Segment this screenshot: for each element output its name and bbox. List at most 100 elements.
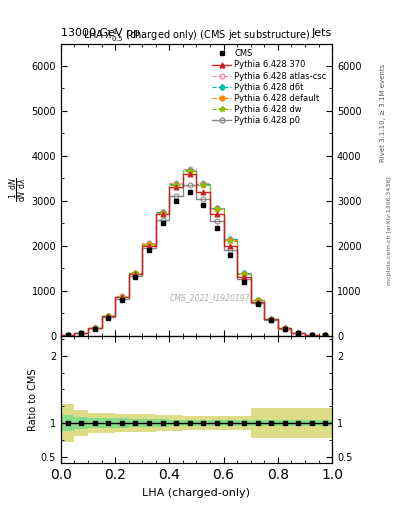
Pythia 6.428 d6t	[221, 237, 226, 243]
Pythia 6.428 370	[113, 294, 118, 301]
Pythia 6.428 default	[126, 270, 131, 276]
Pythia 6.428 d6t	[248, 297, 253, 303]
Pythia 6.428 dw	[303, 332, 307, 338]
Legend: CMS, Pythia 6.428 370, Pythia 6.428 atlas-csc, Pythia 6.428 d6t, Pythia 6.428 de: CMS, Pythia 6.428 370, Pythia 6.428 atla…	[211, 48, 328, 126]
Bar	[210, 420, 224, 426]
Bar	[129, 414, 142, 432]
Bar	[305, 408, 318, 438]
Bar	[292, 420, 305, 426]
Pythia 6.428 dw	[86, 325, 90, 331]
Pythia 6.428 p0	[221, 247, 226, 253]
Pythia 6.428 default	[113, 294, 118, 300]
Bar	[75, 417, 88, 429]
Bar	[237, 420, 251, 426]
Pythia 6.428 dw	[316, 332, 321, 338]
Pythia 6.428 atlas-csc	[113, 293, 118, 300]
Bar	[75, 410, 88, 436]
Pythia 6.428 p0	[289, 330, 294, 336]
Bar	[115, 414, 129, 433]
Pythia 6.428 p0	[262, 317, 266, 323]
Pythia 6.428 dw	[262, 316, 266, 322]
Pythia 6.428 default	[194, 182, 199, 188]
CMS	[65, 332, 70, 338]
Pythia 6.428 atlas-csc	[303, 331, 307, 337]
Pythia 6.428 p0	[303, 332, 307, 338]
Pythia 6.428 p0	[86, 326, 90, 332]
Pythia 6.428 default	[221, 237, 226, 243]
Pythia 6.428 atlas-csc	[235, 270, 239, 276]
Pythia 6.428 370	[262, 316, 266, 323]
Pythia 6.428 atlas-csc	[316, 332, 321, 338]
Pythia 6.428 dw	[140, 242, 145, 248]
Line: Pythia 6.428 p0: Pythia 6.428 p0	[61, 185, 318, 335]
Bar	[278, 420, 292, 426]
Pythia 6.428 370	[126, 270, 131, 276]
Bar	[318, 420, 332, 426]
Pythia 6.428 dw	[289, 330, 294, 336]
Pythia 6.428 atlas-csc	[99, 313, 104, 319]
Text: Jets: Jets	[312, 28, 332, 38]
CMS	[119, 296, 124, 303]
Pythia 6.428 atlas-csc	[221, 236, 226, 242]
Pythia 6.428 p0	[181, 182, 185, 188]
CMS	[133, 274, 138, 280]
Pythia 6.428 d6t	[235, 270, 239, 276]
Pythia 6.428 p0	[235, 276, 239, 283]
CMS	[92, 326, 97, 332]
Line: CMS: CMS	[65, 189, 328, 338]
Pythia 6.428 p0	[153, 217, 158, 223]
Pythia 6.428 370	[248, 299, 253, 305]
Bar	[251, 420, 264, 426]
Pythia 6.428 p0	[248, 300, 253, 306]
Pythia 6.428 370	[181, 171, 185, 177]
Pythia 6.428 dw	[248, 297, 253, 303]
Pythia 6.428 370	[303, 332, 307, 338]
Pythia 6.428 d6t	[316, 332, 321, 338]
CMS	[269, 317, 274, 323]
Bar	[88, 418, 101, 428]
CMS	[228, 251, 233, 258]
CMS	[201, 202, 206, 208]
CMS	[296, 330, 301, 336]
Pythia 6.428 dw	[194, 182, 199, 188]
Pythia 6.428 d6t	[72, 330, 77, 336]
Pythia 6.428 p0	[72, 330, 77, 336]
Bar	[237, 416, 251, 430]
Bar	[101, 413, 115, 433]
Pythia 6.428 dw	[126, 270, 131, 276]
Pythia 6.428 atlas-csc	[59, 332, 63, 338]
Bar	[224, 420, 237, 426]
Pythia 6.428 atlas-csc	[126, 270, 131, 276]
Pythia 6.428 p0	[194, 196, 199, 202]
Bar	[318, 408, 332, 438]
Text: mcplots.cern.ch [arXiv:1306.3436]: mcplots.cern.ch [arXiv:1306.3436]	[387, 176, 391, 285]
Pythia 6.428 d6t	[167, 181, 172, 187]
Bar	[169, 415, 183, 431]
CMS	[323, 332, 328, 338]
Pythia 6.428 atlas-csc	[248, 296, 253, 303]
Pythia 6.428 default	[99, 313, 104, 319]
Bar	[224, 416, 237, 430]
Pythia 6.428 370	[86, 325, 90, 331]
Pythia 6.428 370	[289, 330, 294, 336]
Pythia 6.428 default	[181, 167, 185, 174]
Bar	[156, 419, 169, 427]
Pythia 6.428 d6t	[194, 181, 199, 187]
Bar	[115, 418, 129, 428]
Pythia 6.428 d6t	[126, 270, 131, 276]
Pythia 6.428 d6t	[140, 241, 145, 247]
Bar	[142, 419, 156, 427]
Pythia 6.428 370	[221, 243, 226, 249]
Pythia 6.428 p0	[316, 332, 321, 338]
Pythia 6.428 default	[59, 332, 63, 338]
Bar	[101, 418, 115, 428]
Pythia 6.428 default	[275, 325, 280, 331]
Text: CMS_2021_I1920197: CMS_2021_I1920197	[170, 293, 250, 303]
Pythia 6.428 dw	[221, 238, 226, 244]
Pythia 6.428 p0	[113, 295, 118, 302]
Pythia 6.428 default	[140, 241, 145, 247]
Pythia 6.428 370	[59, 332, 63, 338]
Pythia 6.428 d6t	[181, 167, 185, 173]
Pythia 6.428 d6t	[113, 294, 118, 300]
Pythia 6.428 370	[153, 211, 158, 217]
